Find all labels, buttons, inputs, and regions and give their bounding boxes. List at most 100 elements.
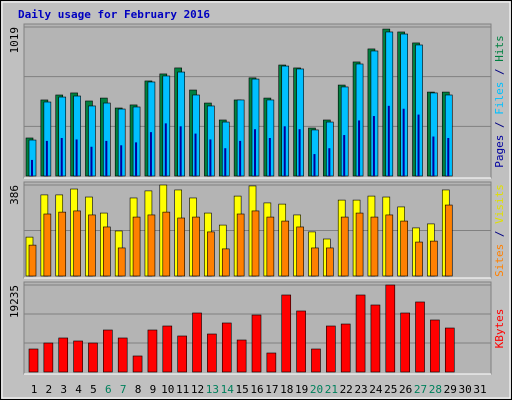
bar <box>43 342 54 373</box>
bar <box>43 213 52 277</box>
bar <box>58 211 67 277</box>
x-tick-label: 19 <box>295 383 308 396</box>
bar <box>444 204 453 277</box>
legend: KBytes <box>493 309 506 349</box>
bar <box>239 140 242 176</box>
bar <box>432 136 435 176</box>
bar <box>266 352 277 373</box>
bar <box>251 210 260 277</box>
bar <box>28 244 37 277</box>
bar <box>177 217 185 277</box>
bar <box>370 216 379 277</box>
x-tick-label: 12 <box>191 383 204 396</box>
x-tick-label: 25 <box>384 383 397 396</box>
bar <box>281 220 290 277</box>
bar <box>372 116 375 176</box>
bar <box>266 216 275 277</box>
bar <box>207 333 217 373</box>
x-tick-label: 27 <box>414 383 427 396</box>
legend-separator: / <box>493 115 506 135</box>
x-tick-label: 20 <box>310 383 323 396</box>
y-tick-label: 386 <box>8 185 21 205</box>
bar <box>103 226 111 277</box>
bar <box>311 348 321 373</box>
bar <box>103 329 113 373</box>
x-tick-label: 29 <box>444 383 457 396</box>
bar <box>268 137 271 176</box>
x-tick-label: 17 <box>265 383 278 396</box>
bar <box>298 129 301 176</box>
bar <box>251 314 262 373</box>
bar <box>415 241 423 277</box>
legend-separator: / <box>493 224 506 244</box>
bar <box>254 129 256 176</box>
bar <box>194 133 197 176</box>
x-tick-label: 9 <box>150 383 157 396</box>
legend-entry: KBytes <box>493 309 506 349</box>
bar <box>132 216 141 277</box>
bar <box>45 140 48 176</box>
x-tick-label: 23 <box>354 383 367 396</box>
bar <box>117 337 128 373</box>
x-tick-label: 26 <box>399 383 412 396</box>
bar <box>90 146 93 176</box>
x-tick-label: 11 <box>176 383 189 396</box>
bar <box>221 248 230 277</box>
legend: Pages / Files / Hits <box>493 35 506 168</box>
bar <box>340 323 351 373</box>
bar <box>192 312 202 373</box>
x-tick-label: 6 <box>105 383 112 396</box>
x-tick-label: 21 <box>325 383 338 396</box>
bar <box>311 247 319 277</box>
bar <box>192 216 200 277</box>
bar <box>385 284 396 373</box>
bar <box>343 135 346 176</box>
bar <box>447 137 450 176</box>
bar <box>147 329 158 373</box>
bar <box>75 139 78 176</box>
bar <box>73 210 81 277</box>
legend-entry: Visits <box>493 184 506 224</box>
x-tick-label: 14 <box>221 383 235 396</box>
bar <box>326 247 334 277</box>
x-tick-label: 18 <box>280 383 293 396</box>
bar <box>73 340 83 373</box>
bar <box>88 342 98 373</box>
bar <box>31 159 33 176</box>
bar <box>162 211 171 277</box>
bar <box>105 140 108 176</box>
bar <box>355 294 366 373</box>
bar <box>132 355 143 373</box>
bar <box>135 142 138 176</box>
bar <box>370 304 381 373</box>
x-tick-label: 10 <box>161 383 174 396</box>
bar <box>444 327 455 373</box>
bar <box>120 145 123 176</box>
bar <box>209 139 212 176</box>
x-tick-label: 31 <box>473 383 486 396</box>
x-tick-label: 1 <box>31 383 38 396</box>
x-tick-label: 24 <box>369 383 383 396</box>
bar <box>147 214 156 277</box>
x-tick-label: 15 <box>236 383 249 396</box>
bar <box>236 339 247 373</box>
bar <box>415 301 425 373</box>
bar <box>58 337 69 373</box>
bar <box>387 105 390 176</box>
x-tick-label: 13 <box>206 383 219 396</box>
bar <box>402 108 405 176</box>
bar <box>60 137 63 176</box>
y-tick-label: 19235 <box>8 285 21 318</box>
x-tick-label: 7 <box>120 383 127 396</box>
y-tick-label: 1019 <box>8 27 21 54</box>
bar <box>88 214 96 277</box>
bar <box>281 294 292 373</box>
bar <box>28 348 39 373</box>
x-tick-label: 16 <box>250 383 263 396</box>
x-tick-label: 3 <box>60 383 67 396</box>
bar <box>400 312 410 373</box>
bar <box>417 114 420 176</box>
bar <box>340 216 349 277</box>
